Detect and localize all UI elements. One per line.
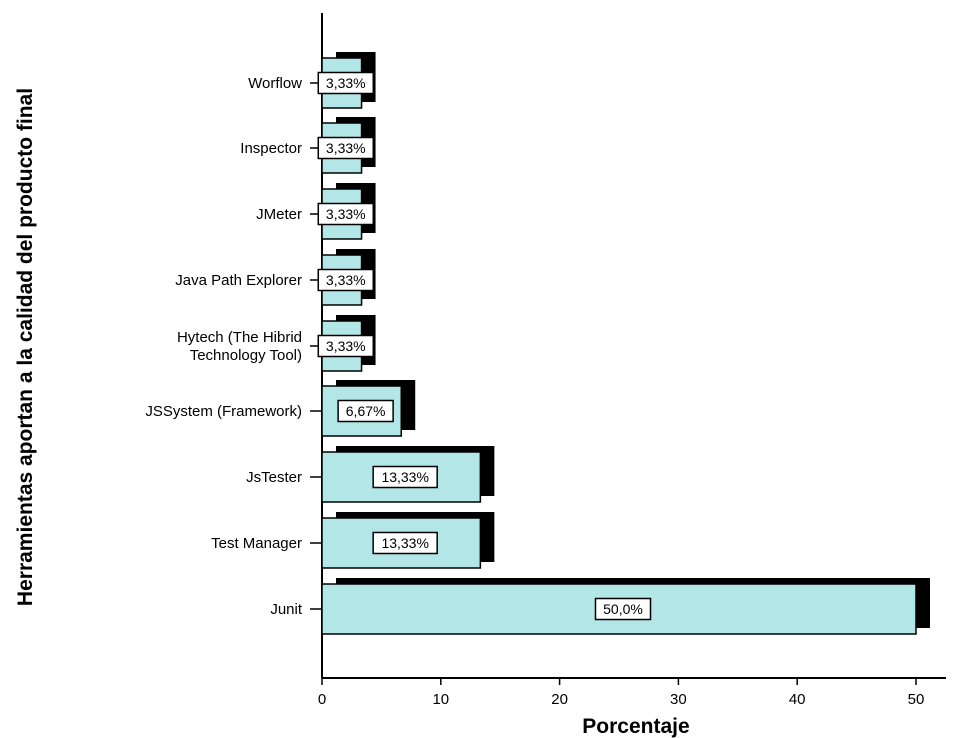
x-tick-label: 50 [908,691,925,708]
data-label: 6,67% [346,403,386,419]
data-label-box [317,334,375,358]
data-label-box [337,399,394,423]
data-label-box [317,71,375,95]
data-label-box [594,597,652,621]
x-tick-label: 20 [551,691,568,708]
y-axis-label: Herramientas aportan a la calidad del pr… [14,88,37,606]
category-label: Java Path Explorer [175,272,302,289]
x-tick-label: 0 [318,691,326,708]
data-label: 13,33% [381,535,428,551]
category-label: Hytech (The Hibrid Technology Tool) [177,329,302,364]
x-axis-label: Porcentaje [582,715,689,738]
data-label: 13,33% [381,469,428,485]
data-label-box [372,465,438,489]
x-tick-label: 10 [432,691,449,708]
x-tick-label: 40 [789,691,806,708]
category-label: JMeter [256,206,302,223]
data-label-box [317,268,375,292]
category-label: Junit [270,601,303,618]
data-label-box [317,136,375,160]
data-label: 3,33% [326,140,366,156]
category-label: Inspector [240,140,302,157]
data-label: 50,0% [603,601,643,617]
x-tick-label: 30 [670,691,687,708]
category-label: JSSystem (Framework) [145,403,302,420]
data-label: 3,33% [326,272,366,288]
data-label-box [372,531,438,555]
data-label: 3,33% [326,75,366,91]
category-label: Worflow [248,75,302,92]
data-label: 3,33% [326,338,366,354]
category-label: Test Manager [211,535,302,552]
data-label-box [317,202,375,226]
data-label: 3,33% [326,206,366,222]
category-label: JsTester [246,469,302,486]
